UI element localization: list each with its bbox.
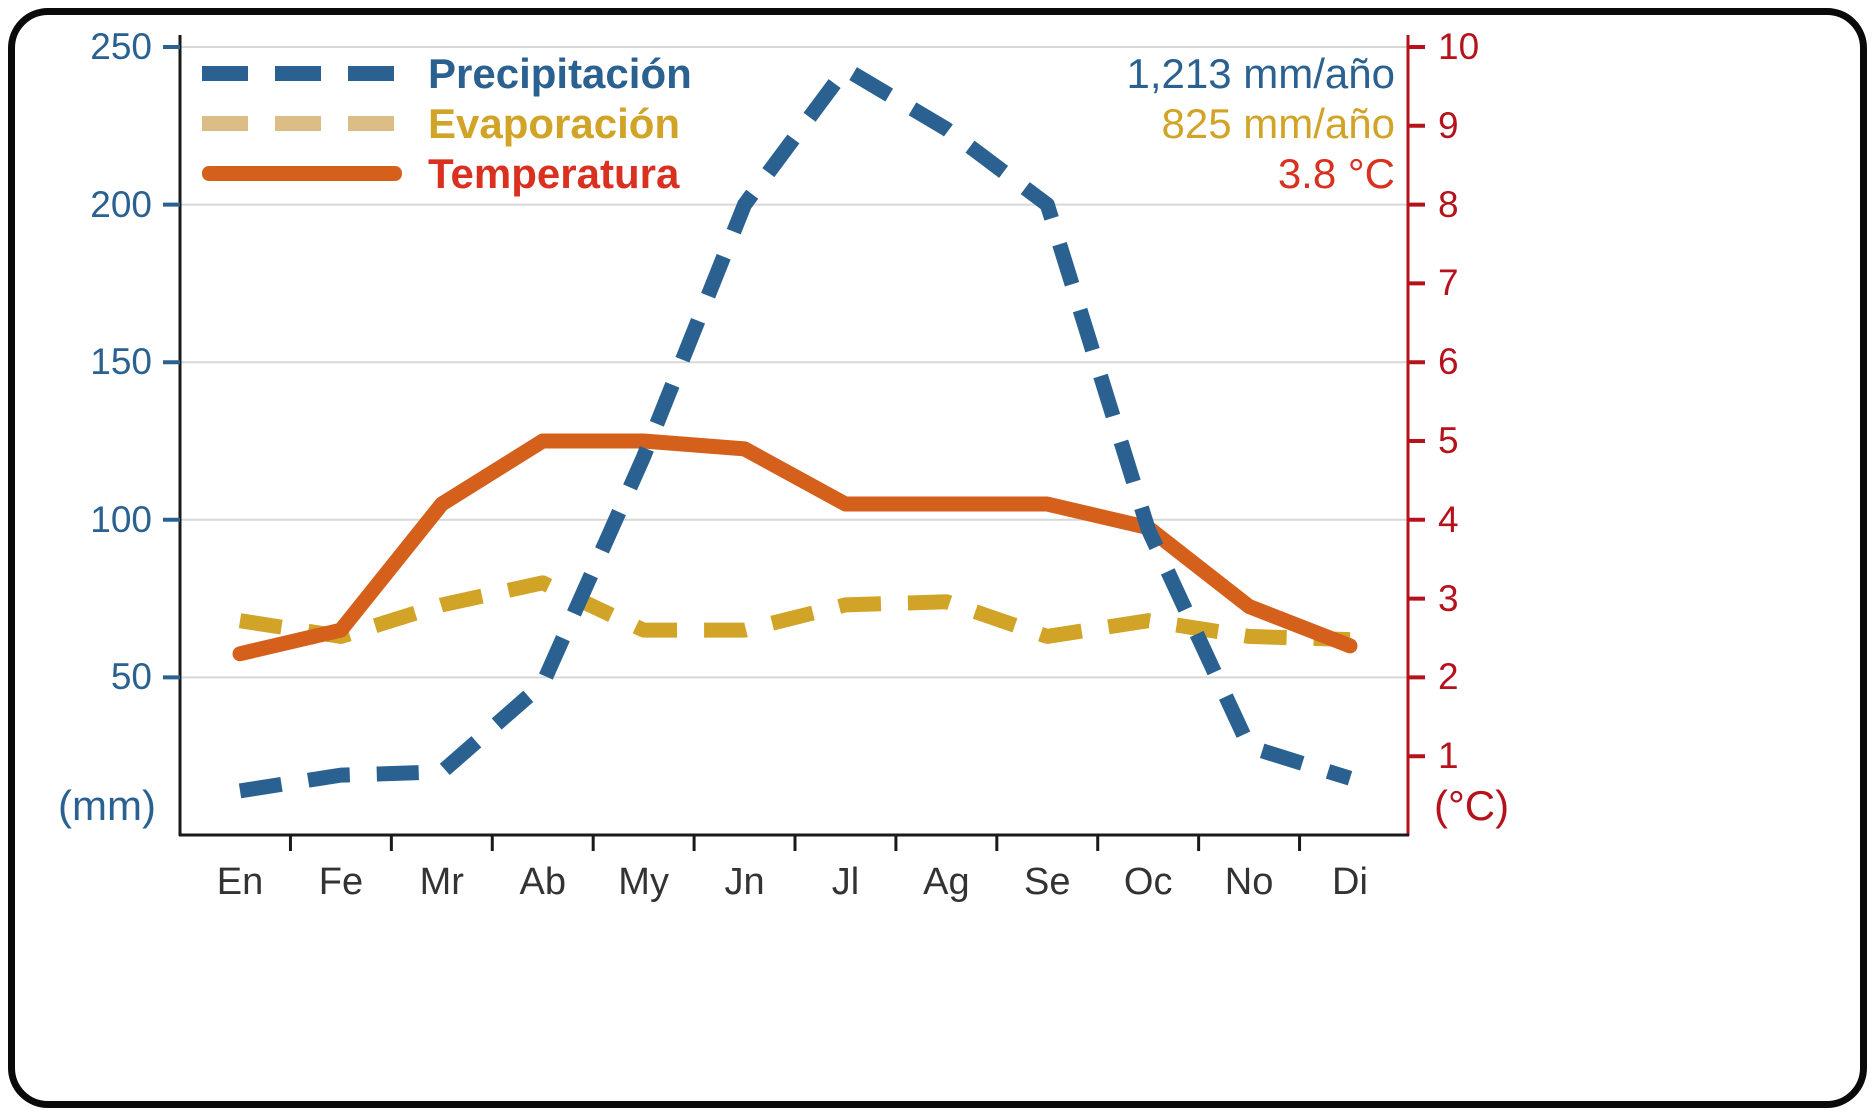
chart-annotations: 1,213 mm/año 825 mm/año 3.8 °C [1127,52,1396,195]
legend-label-temperature: Temperatura [428,149,680,197]
x-axis-month-label: Mr [419,861,464,903]
legend-item-temperature: Temperatura [202,149,692,197]
right-axis-tick-label: 9 [1438,104,1459,146]
left-axis-tick-label: 150 [90,341,152,383]
x-axis-month-label: Ag [923,861,970,903]
x-axis-month-label: Se [1024,861,1071,903]
x-axis-month-label: Jn [724,861,765,903]
right-axis-tick-label: 5 [1438,420,1459,461]
annotation-precipitation-total: 1,213 mm/año [1126,50,1396,97]
x-axis-month-label: My [618,861,669,903]
legend-item-evaporation: Evaporación [202,99,692,147]
temperature-line-swatch [202,166,402,181]
right-axis-tick-label: 4 [1438,498,1459,540]
right-axis-tick-label: 7 [1438,262,1459,304]
left-axis-tick-label: 50 [110,656,152,698]
x-axis-month-label: Fe [318,861,364,903]
annotation-temperature-average: 3.8 °C [1277,150,1395,197]
right-axis-tick-label: 3 [1438,577,1459,619]
x-axis-month-label: Di [1332,861,1368,903]
x-axis-month-label: En [216,861,264,903]
legend-label-precipitation: Precipitación [428,49,692,97]
x-axis-month-label: Ab [519,861,566,903]
right-axis-tick-label: 1 [1438,735,1459,777]
right-axis-tick-label: 8 [1438,183,1459,225]
x-axis-month-label: No [1224,861,1274,903]
x-axis-month-label: Oc [1123,861,1173,903]
series-line-evaporación [238,575,1351,648]
evaporation-line-swatch [202,116,402,131]
precipitation-line-swatch [202,66,402,81]
right-axis-unit-label: (°C) [1434,782,1510,829]
left-axis-unit-label: (mm) [58,782,156,829]
series-line-temperatura [232,433,1358,662]
right-axis-tick-label: 10 [1438,26,1480,67]
left-axis-tick-label: 100 [90,498,152,540]
left-axis-tick-label: 250 [90,26,152,67]
right-axis-tick-label: 2 [1438,656,1459,698]
right-axis-tick-label: 6 [1438,341,1459,383]
legend-label-evaporation: Evaporación [428,99,681,147]
left-axis-tick-label: 200 [90,183,152,225]
x-axis-month-label: Jl [831,861,860,903]
chart-legend: Precipitación Evaporación Temperatura [202,49,692,197]
legend-item-precipitation: Precipitación [202,49,692,97]
annotation-evaporation-total: 825 mm/año [1161,100,1395,147]
